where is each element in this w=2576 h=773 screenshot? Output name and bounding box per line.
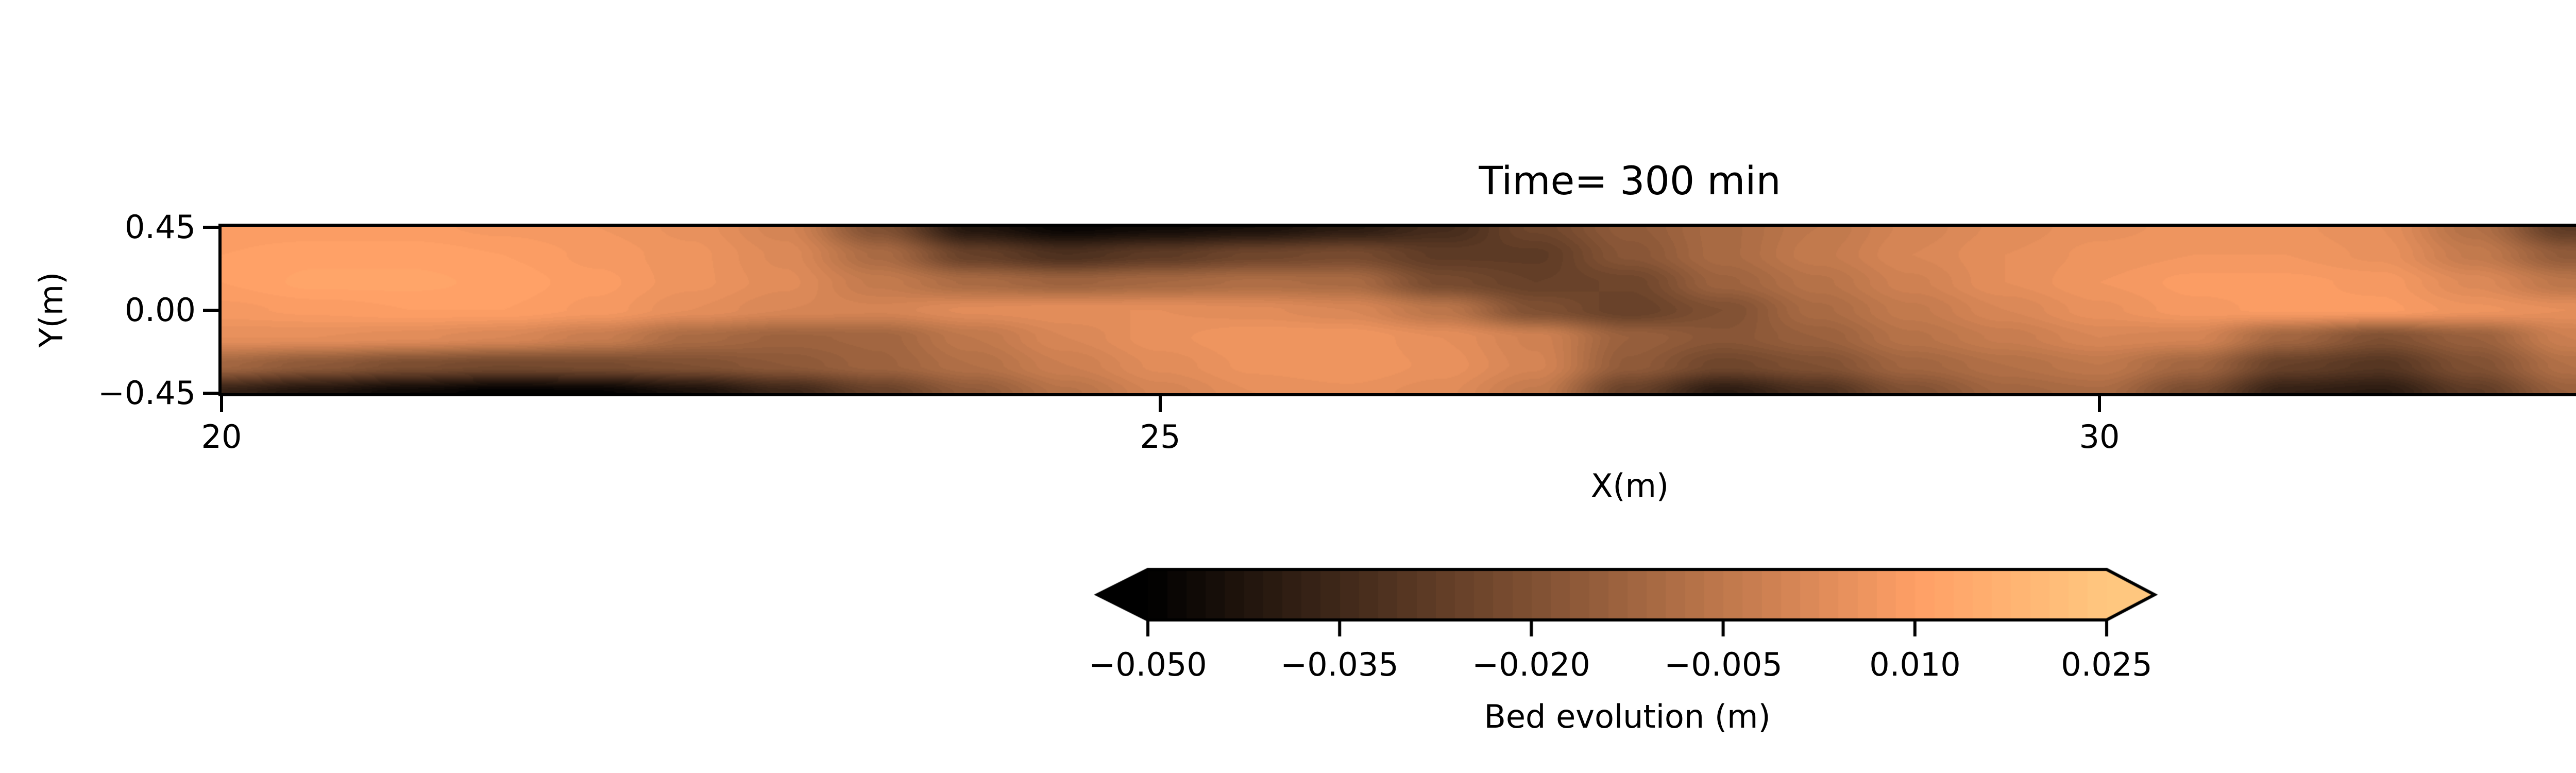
y-axis-label: Y(m) (32, 272, 70, 348)
y-tick-label: 0.00 (124, 291, 196, 329)
colorbar-tick-label: −0.005 (1664, 646, 1783, 683)
x-axis-label: X(m) (1590, 467, 1669, 505)
x-tick-mark (220, 396, 223, 412)
x-tick-mark (2098, 396, 2101, 412)
x-tick-mark (1159, 396, 1162, 412)
colorbar-tick-label: 0.025 (2061, 646, 2153, 683)
heatmap-canvas (222, 227, 2576, 393)
plot-title: Time= 300 min (1479, 158, 1781, 204)
y-tick-mark (203, 226, 218, 229)
colorbar-tick-label: 0.010 (1869, 646, 1961, 683)
y-tick-mark (203, 392, 218, 395)
colorbar-tick-label: −0.050 (1089, 646, 1207, 683)
colorbar-tick-label: −0.035 (1280, 646, 1399, 683)
x-tick-label: 20 (201, 418, 242, 456)
x-tick-label: 30 (2079, 418, 2120, 456)
colorbar-tick-label: −0.020 (1472, 646, 1590, 683)
y-tick-mark (203, 309, 218, 312)
y-tick-label: 0.45 (124, 208, 196, 246)
y-tick-label: −0.45 (98, 374, 196, 412)
colorbar-label: Bed evolution (m) (1484, 698, 1771, 735)
colorbar (1090, 564, 2161, 642)
plot-area (218, 224, 2576, 396)
x-tick-label: 25 (1140, 418, 1181, 456)
